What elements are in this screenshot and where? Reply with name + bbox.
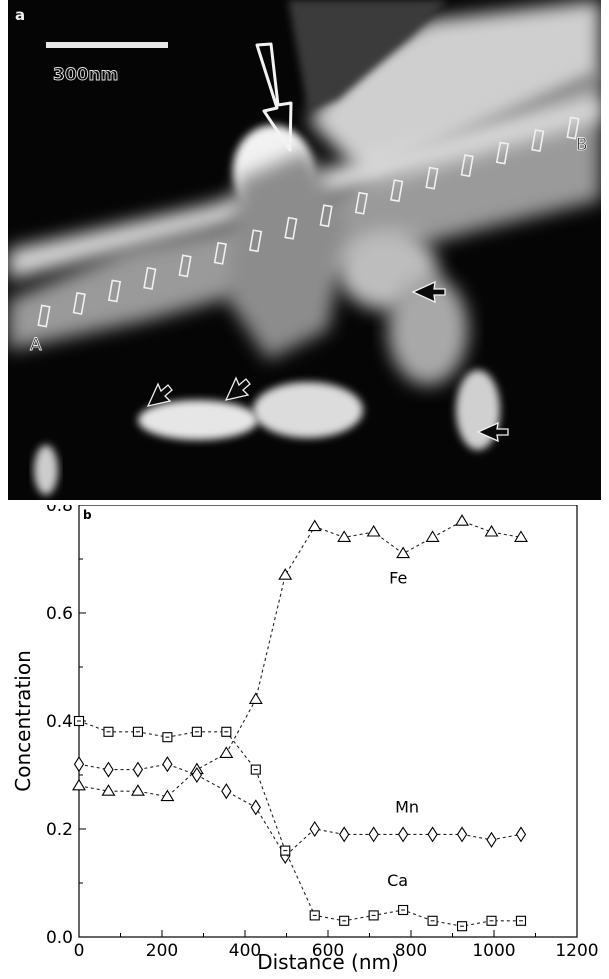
y-tick-label: 0.8 bbox=[46, 505, 73, 516]
data-point-fe bbox=[396, 546, 411, 559]
scale-bar bbox=[46, 42, 168, 48]
x-tick-label: 600 bbox=[312, 941, 344, 961]
data-point-fe bbox=[307, 519, 322, 532]
scale-bar-label: 300nm bbox=[53, 65, 118, 85]
probe-marker bbox=[390, 179, 404, 203]
probe-marker bbox=[531, 129, 545, 153]
probe-marker bbox=[107, 279, 122, 303]
data-point-fe bbox=[160, 789, 175, 802]
probe-marker bbox=[178, 254, 192, 278]
x-tick-label: 400 bbox=[229, 941, 261, 961]
plot-frame bbox=[78, 504, 578, 938]
data-point-fe bbox=[425, 530, 440, 542]
y-tick-label: 0.0 bbox=[46, 928, 73, 948]
data-point-mn bbox=[191, 766, 203, 784]
probe-line-start-label: A bbox=[30, 335, 42, 355]
data-point-fe bbox=[278, 568, 293, 580]
data-point-mn bbox=[427, 826, 438, 843]
probe-marker bbox=[37, 304, 51, 328]
data-point-mn bbox=[339, 826, 350, 843]
probe-marker bbox=[425, 166, 439, 190]
data-point-mn bbox=[103, 761, 114, 778]
data-point-mn bbox=[162, 756, 173, 773]
x-tick-label: 800 bbox=[395, 941, 427, 961]
y-tick-label: 0.2 bbox=[46, 820, 73, 840]
probe-marker bbox=[248, 229, 263, 253]
probe-marker bbox=[354, 191, 369, 215]
x-axis-label: Distance (nm) bbox=[257, 950, 399, 974]
data-point-fe bbox=[219, 746, 234, 758]
data-point-mn bbox=[73, 756, 85, 773]
series-line-fe bbox=[78, 520, 522, 798]
series-line-ca bbox=[78, 720, 521, 927]
probe-marker bbox=[143, 266, 157, 290]
data-point-fe bbox=[337, 530, 352, 542]
data-point-mn bbox=[132, 761, 144, 778]
probe-line-end-label: B bbox=[576, 135, 588, 155]
probe-marker bbox=[72, 291, 86, 315]
x-tick-label: 0 bbox=[74, 941, 85, 961]
series-label-ca: Ca bbox=[387, 871, 408, 890]
probe-marker bbox=[460, 154, 474, 178]
data-point-mn bbox=[368, 826, 379, 843]
probe-marker bbox=[495, 141, 510, 165]
probe-marker bbox=[284, 216, 298, 240]
x-tick-label: 1200 bbox=[555, 941, 598, 961]
arrow-icon bbox=[411, 280, 446, 304]
x-tick-label: 200 bbox=[146, 941, 178, 961]
x-tick-label: 1000 bbox=[472, 941, 515, 961]
series-label-mn: Mn bbox=[395, 797, 419, 816]
panel-a-label: a bbox=[15, 6, 25, 24]
hollow-arrow-icon bbox=[255, 42, 293, 152]
chart-svg: b 0 200 400 600 800 1000 1200 0.0 0.2 0.4 0.6 0.8 F… bbox=[11, 496, 599, 974]
data-point-mn bbox=[515, 826, 527, 843]
data-point-fe bbox=[514, 530, 528, 542]
arrow-icon bbox=[146, 382, 173, 407]
probe-line bbox=[37, 116, 580, 328]
arrow-icon bbox=[224, 376, 251, 401]
arrow-icon bbox=[476, 421, 509, 443]
data-point-mn bbox=[486, 831, 497, 848]
data-point-fe bbox=[72, 778, 86, 791]
series-label-fe: Fe bbox=[389, 569, 407, 588]
y-axis-label: Concentration bbox=[11, 650, 35, 791]
data-point-mn bbox=[221, 783, 232, 800]
y-tick-label: 0.6 bbox=[46, 604, 73, 624]
panel-b-label: b bbox=[83, 508, 92, 522]
concentration-chart: b 0 200 400 600 800 1000 1200 0.0 0.2 0.4 0.6 0.8 F… bbox=[0, 496, 609, 975]
data-point-fe bbox=[130, 784, 145, 796]
data-point-mn bbox=[309, 820, 320, 838]
micrograph-panel: 300nm a A B bbox=[8, 0, 601, 500]
data-point-fe bbox=[248, 692, 263, 704]
y-tick-label: 0.4 bbox=[46, 712, 73, 732]
data-point-mn bbox=[397, 826, 409, 843]
probe-marker bbox=[319, 204, 333, 228]
data-point-mn bbox=[456, 826, 468, 843]
data-point-fe bbox=[366, 524, 381, 537]
probe-marker bbox=[213, 241, 227, 265]
series-line-mn bbox=[78, 763, 522, 857]
probe-marker bbox=[566, 116, 580, 140]
data-point-fe bbox=[455, 514, 470, 526]
data-point-mn bbox=[250, 799, 261, 816]
micrograph-image: 300nm a A B bbox=[8, 0, 601, 495]
data-point-fe bbox=[101, 784, 116, 796]
data-point-fe bbox=[484, 524, 499, 537]
